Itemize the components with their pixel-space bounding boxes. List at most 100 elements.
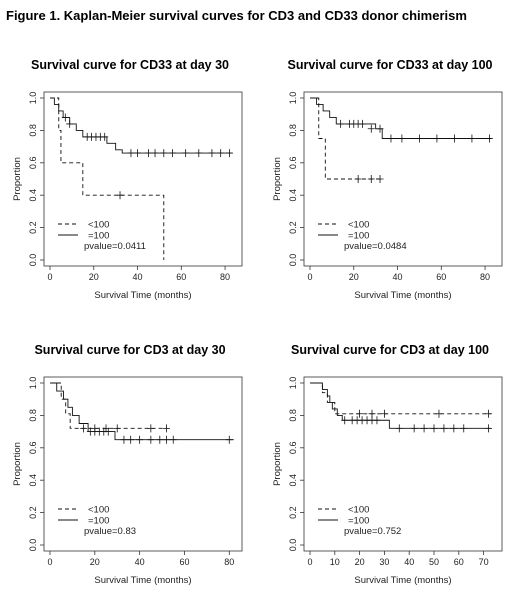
legend-label: <100 xyxy=(88,220,109,231)
censor-mark xyxy=(395,424,403,433)
x-tick-label: 60 xyxy=(176,272,186,282)
censor-mark xyxy=(410,424,418,433)
legend-label: =100 xyxy=(88,516,109,527)
x-tick-label: 40 xyxy=(404,557,414,567)
y-tick-label: 0.8 xyxy=(28,124,38,137)
legend-label: =100 xyxy=(88,231,109,242)
y-tick-label: 1.0 xyxy=(288,92,298,105)
y-tick-label: 0.2 xyxy=(288,506,298,519)
censor-mark xyxy=(163,424,171,433)
panel-cd33-day100: Survival curve for CD33 at day 100 0.0 0.… xyxy=(260,50,520,320)
censor-mark xyxy=(450,424,458,433)
km-curve-lt100 xyxy=(50,97,165,260)
censor-mark xyxy=(182,149,190,158)
panel-cd33-day30: Survival curve for CD33 at day 30 0.0 0.2… xyxy=(0,50,260,320)
censor-mark xyxy=(415,134,423,143)
censor-mark xyxy=(337,119,345,128)
censor-mark xyxy=(169,149,177,158)
censor-mark xyxy=(387,134,395,143)
x-tick-label: 0 xyxy=(307,272,312,282)
censor-mark xyxy=(144,149,152,158)
censor-mark xyxy=(376,175,384,183)
km-plot-cd33-day30: 0.0 0.2 0.4 0.6 0.8 1.0 0 20 40 60 80 Survival Time… xyxy=(12,91,243,301)
censor-mark xyxy=(468,134,476,143)
pvalue-annotation: pvalue=0.752 xyxy=(344,526,401,537)
figure-title: Figure 1. Kaplan-Meier survival curves f… xyxy=(6,8,467,23)
x-axis-label: Survival Time (months) xyxy=(94,575,191,586)
x-axis-label: Survival Time (months) xyxy=(354,290,451,301)
censor-mark xyxy=(225,435,233,444)
x-tick-label: 0 xyxy=(47,557,52,567)
x-tick-label: 20 xyxy=(355,557,365,567)
x-axis-label: Survival Time (months) xyxy=(354,575,451,586)
x-tick-label: 40 xyxy=(133,272,143,282)
km-curve-lt100 xyxy=(310,97,383,180)
x-tick-label: 80 xyxy=(220,272,230,282)
censor-mark xyxy=(485,409,493,418)
x-tick-label: 60 xyxy=(436,272,446,282)
x-tick-label: 80 xyxy=(480,272,490,282)
legend-label: =100 xyxy=(348,231,369,242)
y-tick-label: 0.0 xyxy=(288,539,298,552)
x-tick-label: 0 xyxy=(307,557,312,567)
y-tick-label: 0.8 xyxy=(288,409,298,422)
panel-title: Survival curve for CD33 at day 30 xyxy=(30,58,229,72)
censor-mark xyxy=(460,424,468,433)
censor-mark xyxy=(120,435,128,444)
legend-label: <100 xyxy=(88,505,109,516)
censor-mark xyxy=(225,149,233,158)
censor-mark xyxy=(127,149,135,158)
y-tick-label: 1.0 xyxy=(288,377,298,390)
x-tick-label: 10 xyxy=(330,557,340,567)
y-tick-label: 0.8 xyxy=(288,124,298,137)
x-tick-label: 70 xyxy=(479,557,489,567)
x-tick-label: 80 xyxy=(224,557,234,567)
panel-title: Survival curve for CD3 at day 100 xyxy=(290,343,489,357)
y-tick-label: 0.6 xyxy=(28,157,38,170)
legend-label: <100 xyxy=(348,220,369,231)
censor-mark xyxy=(116,191,124,200)
x-tick-label: 40 xyxy=(393,272,403,282)
censor-mark xyxy=(485,134,493,143)
plot-frame xyxy=(303,91,503,267)
x-tick-label: 20 xyxy=(89,272,99,282)
y-tick-label: 0.4 xyxy=(28,474,38,487)
censor-mark xyxy=(376,124,384,133)
km-plot-cd3-day100: 0.0 0.2 0.4 0.6 0.8 1.0 0 10 20 30 40 50 60 70 Surviva… xyxy=(272,376,503,586)
plot-frame xyxy=(43,91,243,267)
censor-mark xyxy=(80,424,88,433)
censor-mark xyxy=(160,149,168,158)
y-tick-label: 0.6 xyxy=(288,157,298,170)
censor-mark xyxy=(373,416,381,425)
x-tick-label: 20 xyxy=(349,272,359,282)
censor-mark xyxy=(398,134,406,143)
censor-mark xyxy=(147,435,155,444)
y-axis-label: Proportion xyxy=(12,442,23,486)
censor-mark xyxy=(127,435,135,444)
censor-mark xyxy=(356,409,364,418)
pvalue-annotation: pvalue=0.83 xyxy=(84,526,136,537)
censor-mark xyxy=(101,132,109,141)
km-curve-eq100 xyxy=(50,97,232,154)
censor-mark xyxy=(380,409,388,418)
censor-mark xyxy=(163,435,171,444)
censor-mark xyxy=(61,113,69,122)
x-tick-label: 50 xyxy=(429,557,439,567)
km-curve-eq100 xyxy=(50,382,234,441)
censor-mark xyxy=(440,424,448,433)
censor-mark xyxy=(104,427,112,436)
censor-mark xyxy=(433,134,441,143)
censor-mark xyxy=(113,424,121,433)
pvalue-annotation: pvalue=0.0411 xyxy=(84,241,146,252)
censor-mark xyxy=(208,149,216,158)
censor-mark xyxy=(151,149,159,158)
y-tick-label: 0.2 xyxy=(288,221,298,234)
censor-mark xyxy=(156,435,164,444)
y-tick-label: 0.0 xyxy=(28,254,38,267)
x-axis-label: Survival Time (months) xyxy=(94,290,191,301)
censor-mark xyxy=(217,149,225,158)
y-tick-label: 0.6 xyxy=(28,442,38,455)
censor-mark xyxy=(367,124,375,133)
km-plot-cd3-day30: 0.0 0.2 0.4 0.6 0.8 1.0 0 20 40 60 80 Survival Time… xyxy=(12,376,243,586)
y-axis-label: Proportion xyxy=(272,442,283,486)
